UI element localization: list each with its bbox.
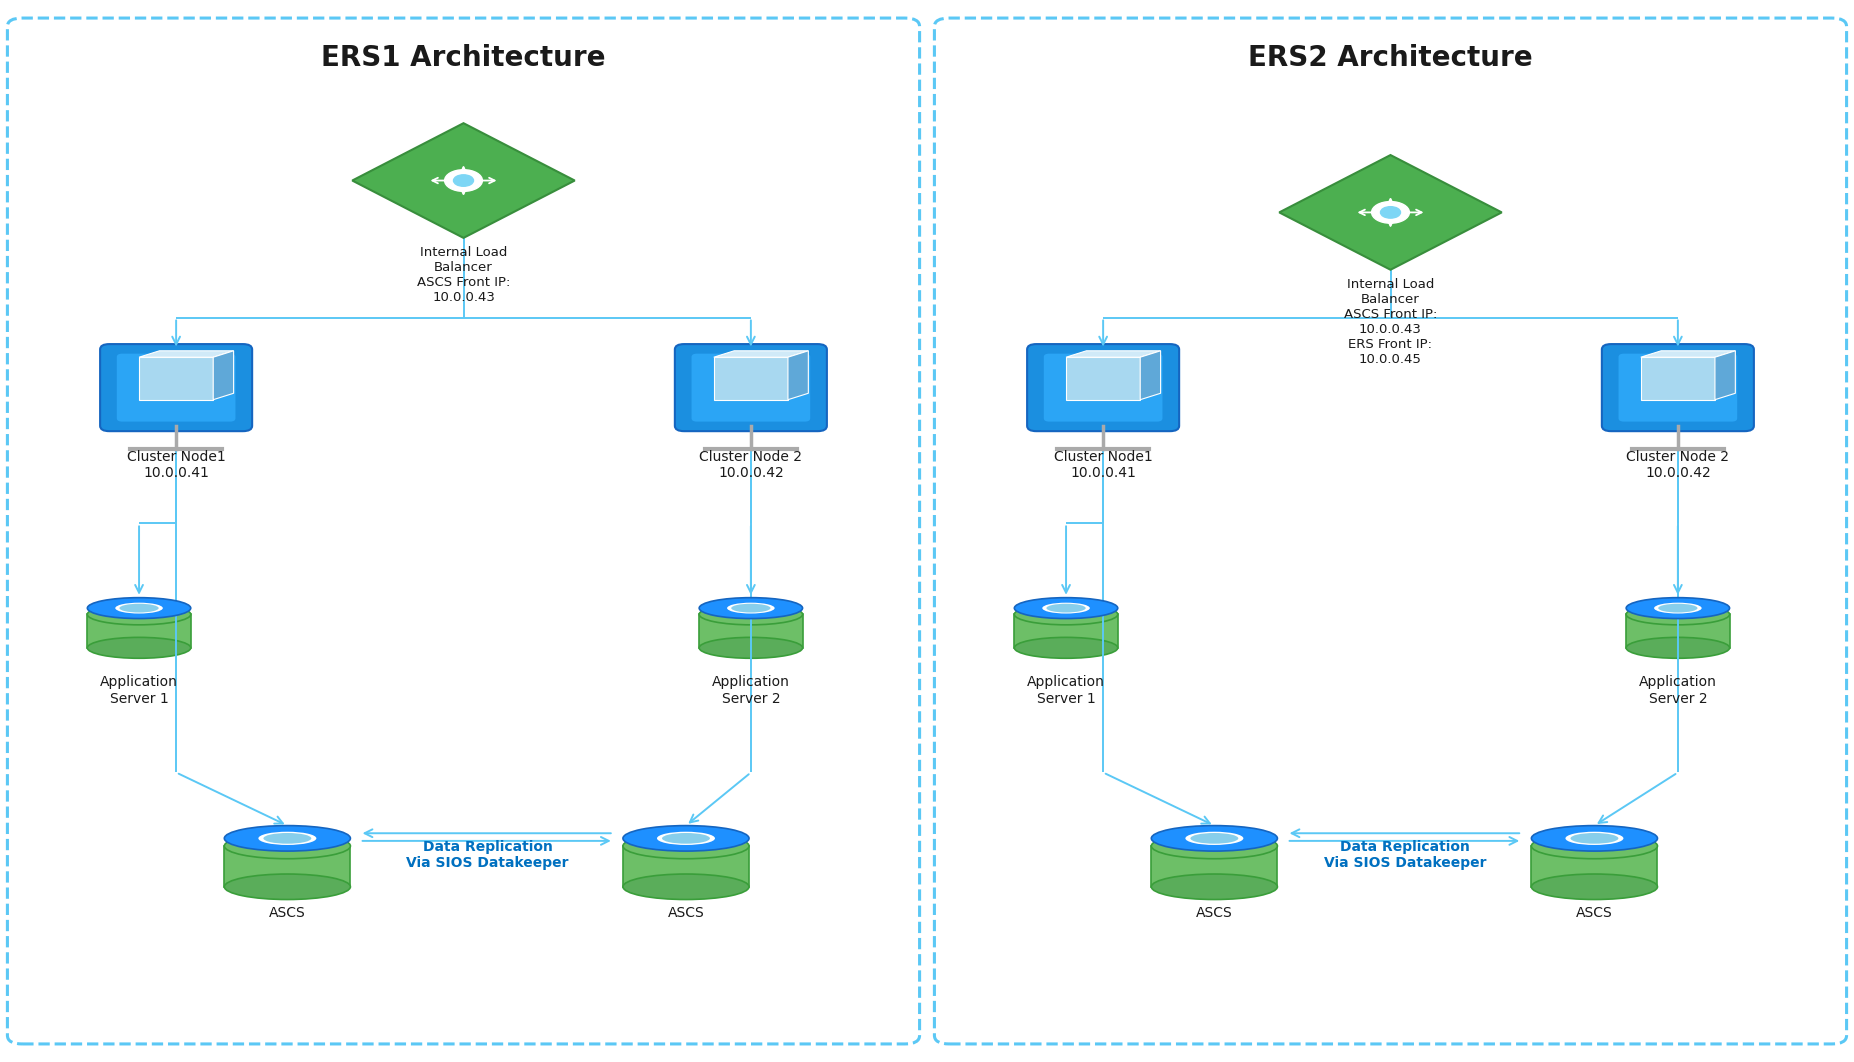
Ellipse shape [1185,832,1244,845]
Text: Application
Server 2: Application Server 2 [712,675,790,705]
Ellipse shape [1531,874,1657,900]
Text: ASCS: ASCS [1576,906,1613,920]
FancyBboxPatch shape [1044,354,1162,422]
Ellipse shape [224,834,350,859]
Text: Application
Server 1: Application Server 1 [1027,675,1105,705]
FancyBboxPatch shape [1027,344,1179,431]
Ellipse shape [1014,598,1118,618]
Text: Data Replication
Via SIOS Datakeeper: Data Replication Via SIOS Datakeeper [1324,840,1487,870]
FancyBboxPatch shape [1014,615,1118,648]
Text: ASCS: ASCS [1196,906,1233,920]
Ellipse shape [1531,834,1657,859]
Text: Cluster Node 2
10.0.0.42: Cluster Node 2 10.0.0.42 [699,450,803,480]
Ellipse shape [1657,603,1698,613]
Text: Cluster Node1
10.0.0.41: Cluster Node1 10.0.0.41 [1053,450,1153,480]
Ellipse shape [87,598,191,618]
Polygon shape [1641,350,1735,357]
Ellipse shape [1570,833,1619,843]
Ellipse shape [1626,598,1730,618]
Polygon shape [1641,357,1715,399]
Ellipse shape [1014,637,1118,658]
Text: Internal Load
Balancer
ASCS Front IP:
10.0.0.43: Internal Load Balancer ASCS Front IP: 10… [417,246,510,305]
Ellipse shape [1151,834,1277,859]
FancyBboxPatch shape [1619,354,1737,422]
Polygon shape [352,123,575,238]
Ellipse shape [87,637,191,658]
Ellipse shape [662,833,710,843]
Polygon shape [788,350,808,399]
Ellipse shape [224,874,350,900]
Ellipse shape [1531,825,1657,851]
Polygon shape [1279,155,1502,270]
Ellipse shape [623,834,749,859]
Ellipse shape [119,603,159,613]
Ellipse shape [727,602,775,614]
FancyBboxPatch shape [675,344,827,431]
Ellipse shape [115,602,163,614]
FancyBboxPatch shape [699,615,803,648]
Ellipse shape [1626,637,1730,658]
Ellipse shape [1654,602,1702,614]
FancyBboxPatch shape [117,354,235,422]
Polygon shape [213,350,234,399]
Ellipse shape [1626,604,1730,624]
FancyBboxPatch shape [623,846,749,887]
Ellipse shape [730,603,771,613]
FancyBboxPatch shape [7,18,920,1044]
Circle shape [445,170,482,191]
Ellipse shape [699,598,803,618]
Ellipse shape [263,833,311,843]
Ellipse shape [1046,603,1086,613]
Text: ERS1 Architecture: ERS1 Architecture [321,45,606,72]
Text: ASCS: ASCS [667,906,705,920]
Ellipse shape [699,637,803,658]
FancyBboxPatch shape [87,615,191,648]
Polygon shape [714,357,788,399]
Ellipse shape [87,604,191,624]
Polygon shape [139,357,213,399]
Text: Application
Server 2: Application Server 2 [1639,675,1717,705]
FancyBboxPatch shape [692,354,810,422]
Polygon shape [1066,357,1140,399]
Text: ERS2 Architecture: ERS2 Architecture [1248,45,1533,72]
FancyBboxPatch shape [1531,846,1657,887]
Ellipse shape [1190,833,1238,843]
Ellipse shape [258,832,317,845]
FancyBboxPatch shape [934,18,1847,1044]
FancyBboxPatch shape [1151,846,1277,887]
Circle shape [1372,202,1409,223]
Ellipse shape [224,825,350,851]
Ellipse shape [1565,832,1624,845]
Text: Application
Server 1: Application Server 1 [100,675,178,705]
Circle shape [1381,207,1400,218]
Polygon shape [1140,350,1161,399]
Polygon shape [139,350,234,357]
Text: Cluster Node1
10.0.0.41: Cluster Node1 10.0.0.41 [126,450,226,480]
Polygon shape [714,350,808,357]
Ellipse shape [656,832,716,845]
Polygon shape [1715,350,1735,399]
Polygon shape [1066,350,1161,357]
Text: ASCS: ASCS [269,906,306,920]
FancyBboxPatch shape [224,846,350,887]
Ellipse shape [1151,874,1277,900]
Ellipse shape [699,604,803,624]
Circle shape [454,175,473,186]
FancyBboxPatch shape [1602,344,1754,431]
Ellipse shape [1042,602,1090,614]
FancyBboxPatch shape [1626,615,1730,648]
Ellipse shape [623,825,749,851]
FancyBboxPatch shape [100,344,252,431]
Ellipse shape [623,874,749,900]
Ellipse shape [1014,604,1118,624]
Text: Internal Load
Balancer
ASCS Front IP:
10.0.0.43
ERS Front IP:
10.0.0.45: Internal Load Balancer ASCS Front IP: 10… [1344,278,1437,366]
Text: Cluster Node 2
10.0.0.42: Cluster Node 2 10.0.0.42 [1626,450,1730,480]
Text: Data Replication
Via SIOS Datakeeper: Data Replication Via SIOS Datakeeper [406,840,569,870]
Ellipse shape [1151,825,1277,851]
